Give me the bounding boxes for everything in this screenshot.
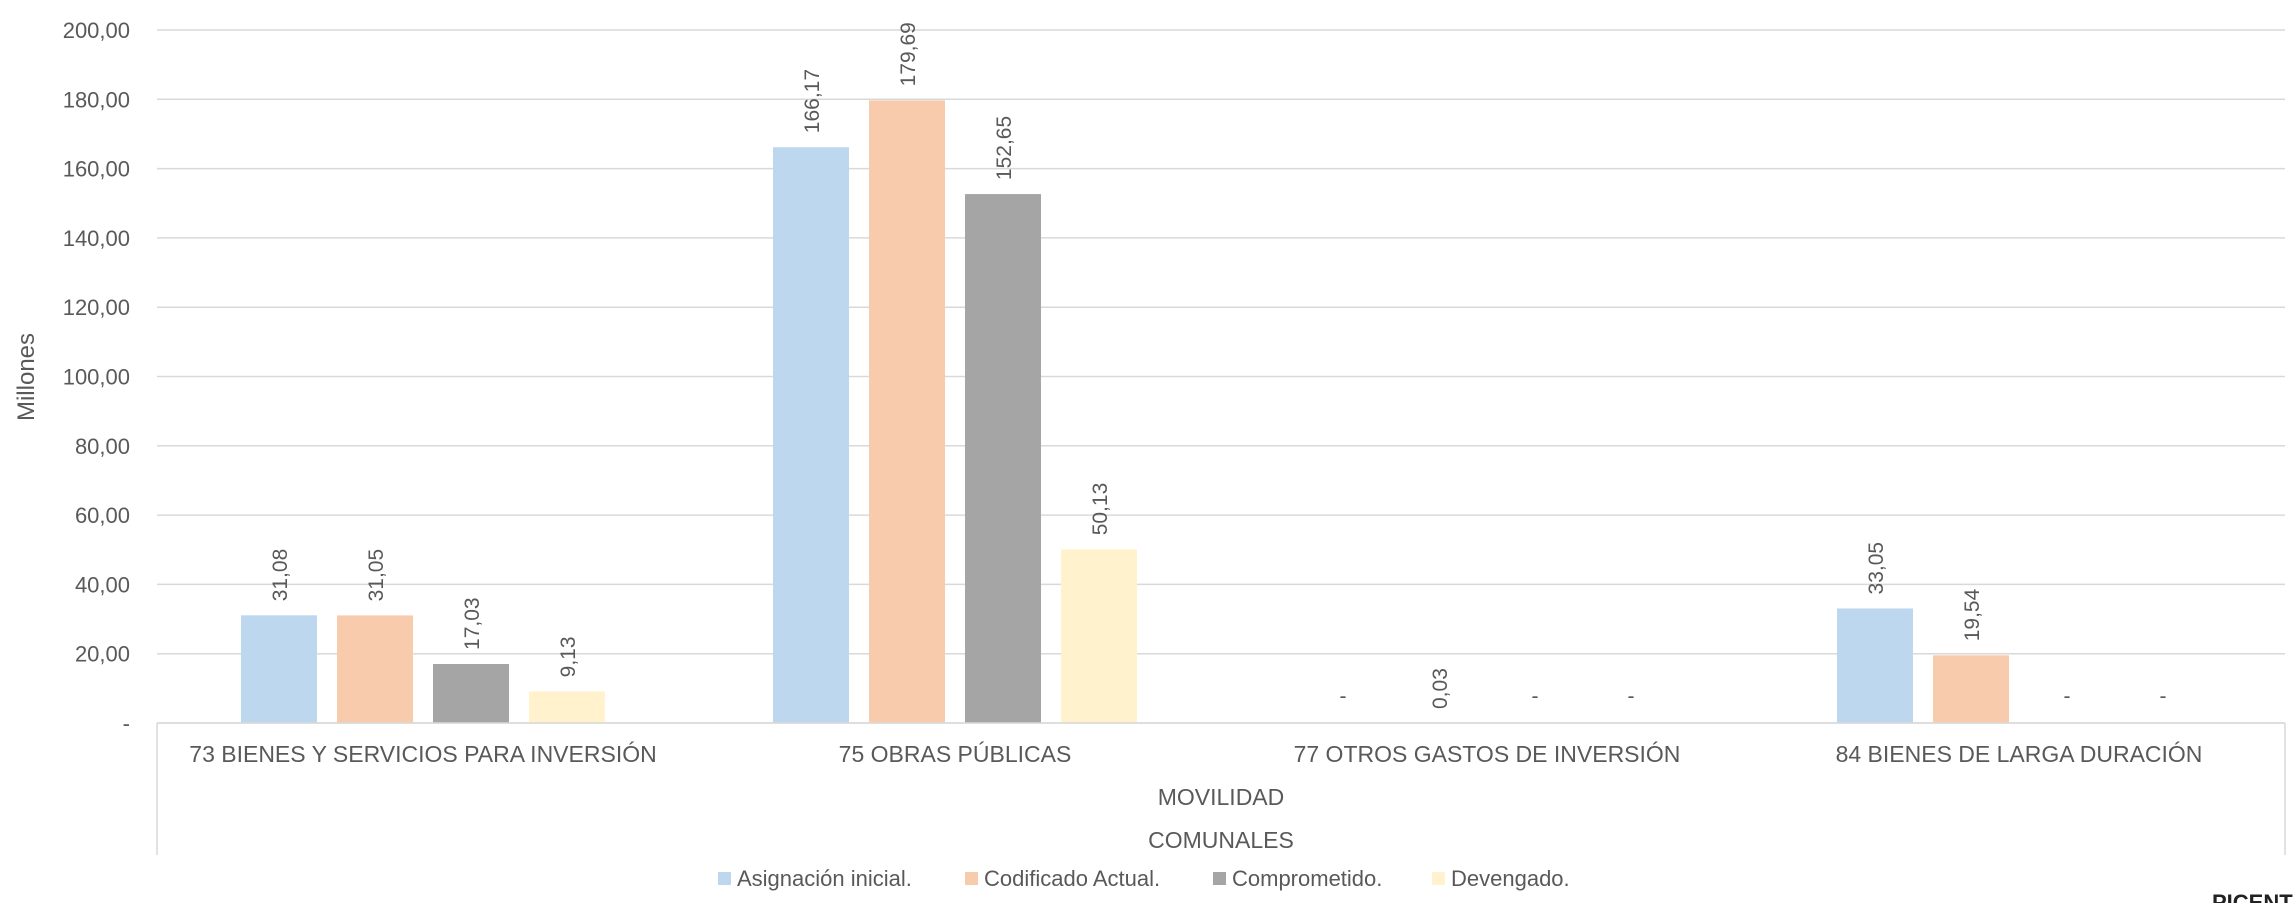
- x-category-label: 75 OBRAS PÚBLICAS: [839, 741, 1072, 767]
- bar: [241, 615, 317, 723]
- x-category-label: 84 BIENES DE LARGA DURACIÓN: [1836, 741, 2203, 767]
- y-axis: - 20,00 40,00 60,00 80,00 100,00 120,00 140,00 1…: [63, 18, 130, 736]
- y-tick-label: 100,00: [63, 365, 130, 390]
- bar: [1933, 655, 2009, 723]
- data-label: 179,69: [897, 22, 920, 86]
- data-label: -: [1340, 685, 1347, 708]
- y-tick-label: 20,00: [75, 642, 130, 667]
- legend-swatch: [1213, 872, 1226, 885]
- bar: [529, 691, 605, 723]
- data-label: 0,03: [1429, 668, 1452, 709]
- data-label: 50,13: [1089, 483, 1112, 536]
- bar: [869, 100, 945, 724]
- y-axis-title: Millones: [13, 333, 40, 421]
- y-tick-label: 140,00: [63, 226, 130, 251]
- bar: [337, 615, 413, 723]
- data-label: 152,65: [993, 116, 1016, 180]
- bars: [241, 100, 2009, 724]
- y-tick-label: 60,00: [75, 503, 130, 528]
- x-axis: 73 BIENES Y SERVICIOS PARA INVERSIÓN 75 O…: [156, 722, 2286, 855]
- data-label: -: [1532, 685, 1539, 708]
- x-group-label: MOVILIDAD: [1158, 784, 1285, 810]
- bar: [773, 147, 849, 723]
- legend-swatch: [965, 872, 978, 885]
- bar: [1061, 549, 1137, 723]
- x-category-label: 77 OTROS GASTOS DE INVERSIÓN: [1294, 741, 1681, 767]
- data-label: -: [1628, 685, 1635, 708]
- legend-label: Asignación inicial.: [737, 866, 912, 891]
- data-label: 19,54: [1961, 588, 1984, 641]
- bar: [1837, 608, 1913, 723]
- legend-label: Comprometido.: [1232, 866, 1382, 891]
- data-label: -: [2064, 685, 2071, 708]
- y-tick-label: 80,00: [75, 434, 130, 459]
- y-tick-label: 40,00: [75, 572, 130, 597]
- y-tick-label: 180,00: [63, 87, 130, 112]
- legend: Asignación inicial. Codificado Actual. Com…: [718, 866, 1570, 891]
- data-label: 33,05: [1865, 542, 1888, 595]
- legend-swatch: [1432, 872, 1445, 885]
- data-label: 31,05: [365, 549, 388, 602]
- x-category-label: 73 BIENES Y SERVICIOS PARA INVERSIÓN: [189, 741, 656, 767]
- legend-label: Codificado Actual.: [984, 866, 1160, 891]
- data-label: 166,17: [801, 69, 824, 133]
- legend-label: Devengado.: [1451, 866, 1570, 891]
- bar: [433, 663, 509, 723]
- legend-swatch: [718, 872, 731, 885]
- data-label: 31,08: [269, 549, 292, 602]
- bar: [965, 194, 1041, 723]
- corner-logo-text: PICENT: [2212, 890, 2293, 903]
- data-label: 17,03: [461, 597, 484, 650]
- y-tick-label: -: [123, 711, 130, 736]
- y-tick-label: 160,00: [63, 157, 130, 182]
- data-label: -: [2160, 685, 2167, 708]
- data-label: 9,13: [557, 636, 580, 677]
- x-group-label: COMUNALES: [1148, 827, 1294, 853]
- data-labels: 31,08 31,05 17,03 9,13 166,17 179,69 152,65 50,…: [269, 22, 2167, 709]
- y-tick-label: 120,00: [63, 295, 130, 320]
- y-tick-label: 200,00: [63, 18, 130, 43]
- gridlines: [157, 29, 2285, 724]
